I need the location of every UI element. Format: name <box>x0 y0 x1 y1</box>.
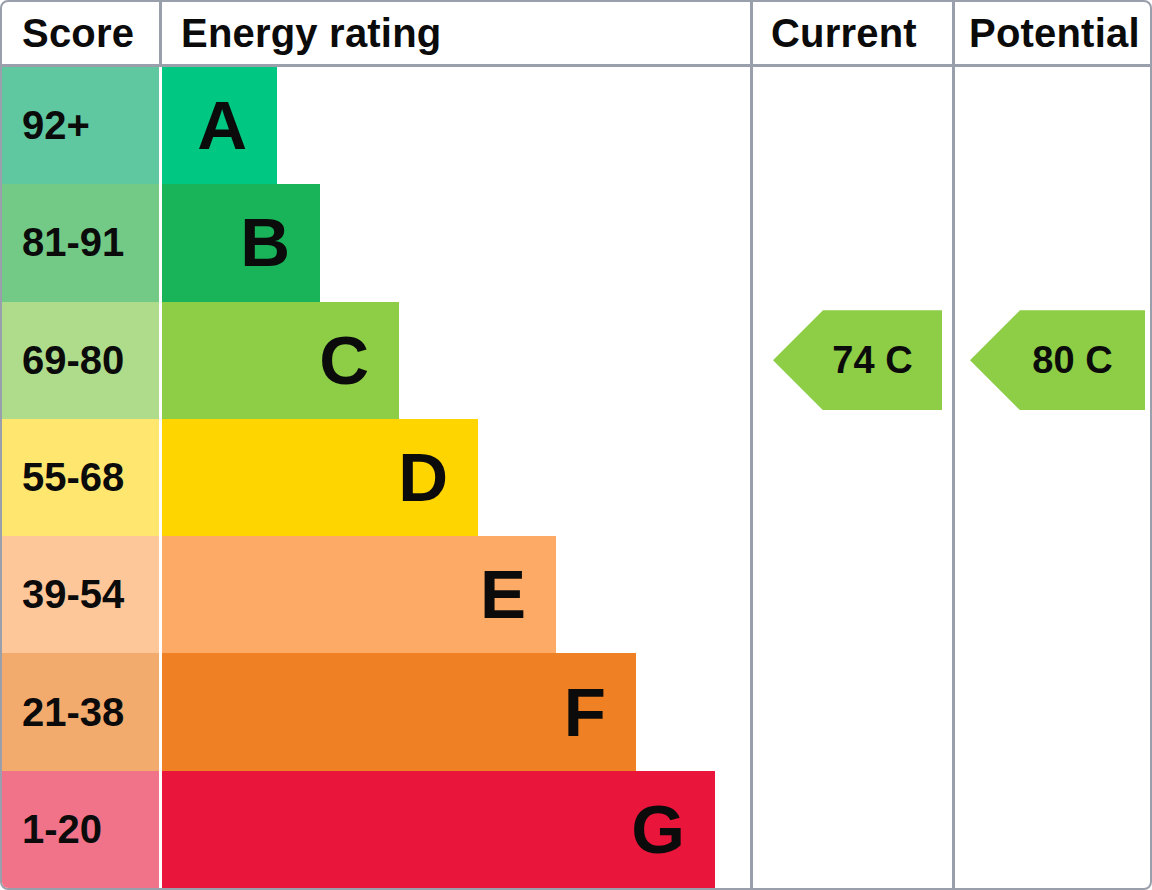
current-column-cell <box>750 184 952 301</box>
band-bar: F <box>162 653 636 770</box>
band-row: 1-20 G <box>2 771 1150 888</box>
potential-column-cell <box>952 67 1150 184</box>
band-score-range: 1-20 <box>2 771 159 888</box>
band-bar-zone: E <box>162 536 750 653</box>
epc-chart: Score Energy rating Current Potential 92… <box>0 0 1152 890</box>
band-bar-zone: B <box>162 184 750 301</box>
band-bar: G <box>162 771 715 888</box>
current-column-cell <box>750 771 952 888</box>
band-letter: A <box>197 91 247 160</box>
current-rating-arrow: 74 C <box>773 310 942 410</box>
band-score-range: 92+ <box>2 67 159 184</box>
band-bar-zone: A <box>162 67 750 184</box>
potential-column-cell <box>952 653 1150 770</box>
potential-column-cell <box>952 184 1150 301</box>
band-bar: E <box>162 536 556 653</box>
band-bar: C <box>162 302 399 419</box>
band-bar: B <box>162 184 320 301</box>
band-score-range: 69-80 <box>2 302 159 419</box>
band-letter: D <box>398 443 448 512</box>
potential-rating-arrow: 80 C <box>970 310 1145 410</box>
current-column-cell <box>750 67 952 184</box>
header-current: Current <box>750 2 952 64</box>
band-bar-zone: C <box>162 302 750 419</box>
band-score-range: 55-68 <box>2 419 159 536</box>
current-column-cell <box>750 653 952 770</box>
chart-header: Score Energy rating Current Potential <box>2 2 1150 67</box>
current-column-cell <box>750 536 952 653</box>
band-score-range: 39-54 <box>2 536 159 653</box>
potential-column-cell <box>952 536 1150 653</box>
band-row: 81-91 B <box>2 184 1150 301</box>
band-row: 92+ A <box>2 67 1150 184</box>
band-row: 55-68 D <box>2 419 1150 536</box>
band-row: 21-38 F <box>2 653 1150 770</box>
potential-column-cell <box>952 419 1150 536</box>
band-letter: G <box>631 795 685 864</box>
current-column-cell: 74 C <box>750 302 952 419</box>
band-letter: C <box>319 326 369 395</box>
potential-column-cell: 80 C <box>952 302 1150 419</box>
band-score-range: 81-91 <box>2 184 159 301</box>
header-score: Score <box>2 2 162 64</box>
band-bar-zone: D <box>162 419 750 536</box>
band-letter: B <box>240 208 290 277</box>
band-letter: E <box>480 560 526 629</box>
band-letter: F <box>564 678 606 747</box>
band-row: 39-54 E <box>2 536 1150 653</box>
band-bar-zone: F <box>162 653 750 770</box>
band-row: 69-80 C 74 C 80 C <box>2 302 1150 419</box>
potential-rating-label: 80 C <box>1032 339 1112 382</box>
header-energy-rating: Energy rating <box>162 2 750 64</box>
current-rating-label: 74 C <box>832 339 912 382</box>
potential-column-cell <box>952 771 1150 888</box>
band-bar: A <box>162 67 277 184</box>
current-column-cell <box>750 419 952 536</box>
band-score-range: 21-38 <box>2 653 159 770</box>
band-bar: D <box>162 419 478 536</box>
header-potential: Potential <box>952 2 1150 64</box>
band-rows: 92+ A 81-91 B 69-80 C 74 C 80 C 55-68 D 39-54 E 21-3… <box>2 67 1150 888</box>
band-bar-zone: G <box>162 771 750 888</box>
